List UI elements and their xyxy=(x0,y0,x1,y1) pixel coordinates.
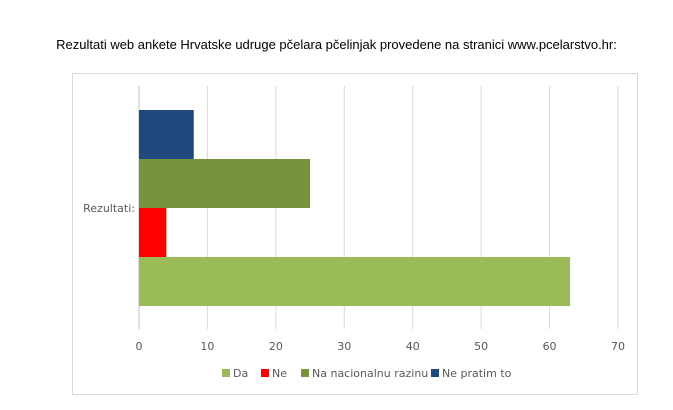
bar-na-nacionalnu-razinu xyxy=(139,159,311,208)
legend-label: Da xyxy=(233,367,248,380)
x-tick-label: 10 xyxy=(200,340,214,353)
x-tick-label: 0 xyxy=(136,340,143,353)
bar-ne-pratim-to xyxy=(139,110,194,159)
legend-swatch xyxy=(222,369,230,377)
legend-label: Ne pratim to xyxy=(442,367,512,380)
x-tick-label: 30 xyxy=(337,340,351,353)
x-tick-label: 60 xyxy=(543,340,557,353)
legend-label: Ne xyxy=(272,367,287,380)
legend-swatch xyxy=(301,369,309,377)
legend-swatch xyxy=(261,369,269,377)
x-tick-label: 50 xyxy=(474,340,488,353)
x-tick-label: 70 xyxy=(611,340,625,353)
x-tick-label: 40 xyxy=(406,340,420,353)
legend-swatch xyxy=(431,369,439,377)
x-tick-label: 20 xyxy=(269,340,283,353)
legend-label: Na nacionalnu razinu xyxy=(312,367,428,380)
category-label: Rezultati: xyxy=(83,202,135,215)
page-title: Rezultati web ankete Hrvatske udruge pče… xyxy=(56,37,617,52)
bar-ne xyxy=(139,208,167,257)
bar-da xyxy=(139,257,571,306)
